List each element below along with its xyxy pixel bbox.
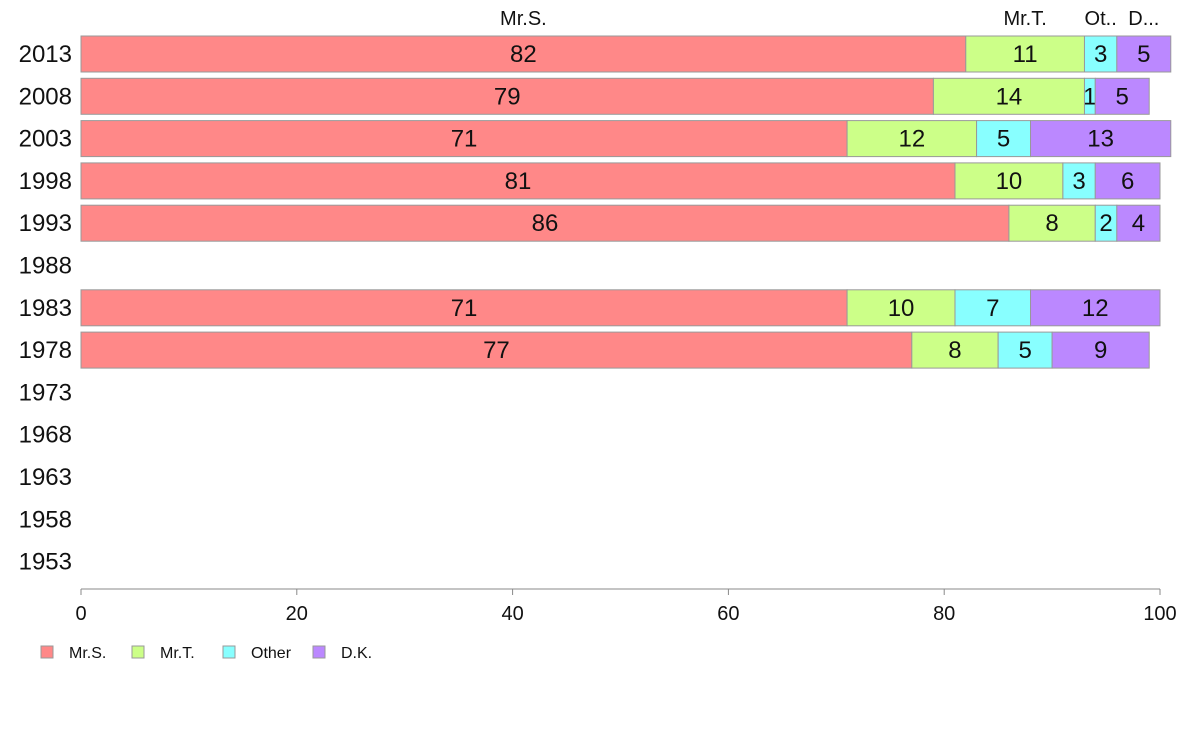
- data-label-1998-3: 6: [1121, 168, 1134, 195]
- x-tick-label-0: 0: [75, 603, 86, 625]
- bar-segment-2003-0: [80, 120, 848, 158]
- legend-label-0: Mr.S.: [69, 645, 106, 662]
- x-tick-label-20: 20: [286, 603, 308, 625]
- year-labels: 2013 2008 2003 1998 1993 1988 1983 1978 1973 1968…: [19, 41, 72, 576]
- legend-swatch-3: [312, 645, 326, 659]
- bar-segment-1998-3: [1094, 162, 1161, 200]
- year-label-1998: 1998: [19, 168, 72, 195]
- legend-swatch-0: [40, 645, 54, 659]
- bar-segment-1998-0: [80, 162, 956, 200]
- bar-segment-2013-2: [1083, 35, 1118, 73]
- x-axis: 0 20 40 60 80 100: [75, 588, 1177, 625]
- data-label-1998-0: 81: [505, 168, 532, 195]
- data-label-1983-2: 7: [986, 295, 999, 322]
- data-label-1993-3: 4: [1132, 210, 1145, 237]
- year-label-1993: 1993: [19, 210, 72, 237]
- x-tick-label-100: 100: [1143, 603, 1176, 625]
- bar-segment-1978-1: [911, 331, 999, 369]
- legend-label-1: Mr.T.: [160, 645, 195, 662]
- bar-segment-1978-0: [80, 331, 913, 369]
- data-label-1998-1: 10: [996, 168, 1023, 195]
- series-top-label-0: Mr.S.: [500, 8, 547, 30]
- bar-segment-1983-0: [80, 289, 848, 327]
- year-label-1973: 1973: [19, 379, 72, 406]
- year-label-1963: 1963: [19, 464, 72, 491]
- bar-segment-1998-1: [954, 162, 1064, 200]
- bar-segment-1978-3: [1051, 331, 1150, 369]
- data-label-1978-3: 9: [1094, 337, 1107, 364]
- bar-segment-2003-2: [976, 120, 1032, 158]
- bar-segment-2013-0: [80, 35, 967, 73]
- data-label-1983-1: 10: [888, 295, 915, 322]
- year-label-1958: 1958: [19, 506, 72, 533]
- data-label-2008-1: 14: [996, 83, 1023, 110]
- series-top-label-1: Mr.T.: [1003, 8, 1046, 30]
- legend-swatch-2: [222, 645, 236, 659]
- data-label-1978-0: 77: [483, 337, 510, 364]
- year-label-1988: 1988: [19, 253, 72, 280]
- data-label-2003-0: 71: [451, 126, 478, 153]
- legend-swatch-1: [131, 645, 145, 659]
- data-label-2003-2: 5: [997, 126, 1010, 153]
- x-tick-label-40: 40: [501, 603, 523, 625]
- data-label-1983-0: 71: [451, 295, 478, 322]
- bar-segment-2008-1: [932, 77, 1085, 115]
- data-label-2008-3: 5: [1116, 83, 1129, 110]
- year-label-2013: 2013: [19, 41, 72, 68]
- bar-segment-2008-0: [80, 77, 934, 115]
- data-label-1993-1: 8: [1045, 210, 1058, 237]
- bar-segment-2013-3: [1116, 35, 1172, 73]
- bar-segment-2013-1: [965, 35, 1085, 73]
- data-label-2003-3: 13: [1087, 126, 1114, 153]
- bar-segment-2008-3: [1094, 77, 1150, 115]
- data-label-2008-0: 79: [494, 83, 521, 110]
- bar-segment-1978-2: [997, 331, 1053, 369]
- data-label-2008-2: 1: [1083, 83, 1096, 110]
- legend-label-3: D.K.: [341, 645, 372, 662]
- data-label-2013-1: 11: [1013, 41, 1038, 68]
- data-label-1993-0: 86: [532, 210, 559, 237]
- legend-label-2: Other: [251, 645, 292, 662]
- data-label-1978-1: 8: [948, 337, 961, 364]
- x-tick-label-80: 80: [933, 603, 955, 625]
- series-top-label-3: D...: [1128, 8, 1159, 30]
- data-label-2013-3: 5: [1137, 41, 1150, 68]
- data-label-1998-2: 3: [1072, 168, 1085, 195]
- data-label-1983-3: 12: [1082, 295, 1109, 322]
- series-top-labels: Mr.S. Mr.T. Ot.. D...: [500, 8, 1159, 30]
- year-label-2008: 2008: [19, 83, 72, 110]
- bar-segment-2003-3: [1030, 120, 1172, 158]
- data-label-1978-2: 5: [1018, 337, 1031, 364]
- bar-segment-2003-1: [846, 120, 978, 158]
- year-label-1953: 1953: [19, 549, 72, 576]
- series-top-label-2: Ot..: [1085, 8, 1117, 30]
- year-label-2003: 2003: [19, 126, 72, 153]
- data-label-2003-1: 12: [898, 126, 925, 153]
- data-label-2013-0: 82: [510, 41, 537, 68]
- year-label-1983: 1983: [19, 295, 72, 322]
- data-label-1993-2: 2: [1099, 210, 1112, 237]
- bar-segment-1998-2: [1062, 162, 1096, 200]
- x-tick-label-60: 60: [717, 603, 739, 625]
- legend: Mr.S. Mr.T. Other D.K.: [40, 645, 372, 662]
- bar-segment-1983-1: [846, 289, 956, 327]
- year-label-1978: 1978: [19, 337, 72, 364]
- bar-segment-1983-3: [1030, 289, 1161, 327]
- data-label-2013-2: 3: [1094, 41, 1107, 68]
- bar-segment-1993-3: [1116, 204, 1161, 242]
- year-label-1968: 1968: [19, 422, 72, 449]
